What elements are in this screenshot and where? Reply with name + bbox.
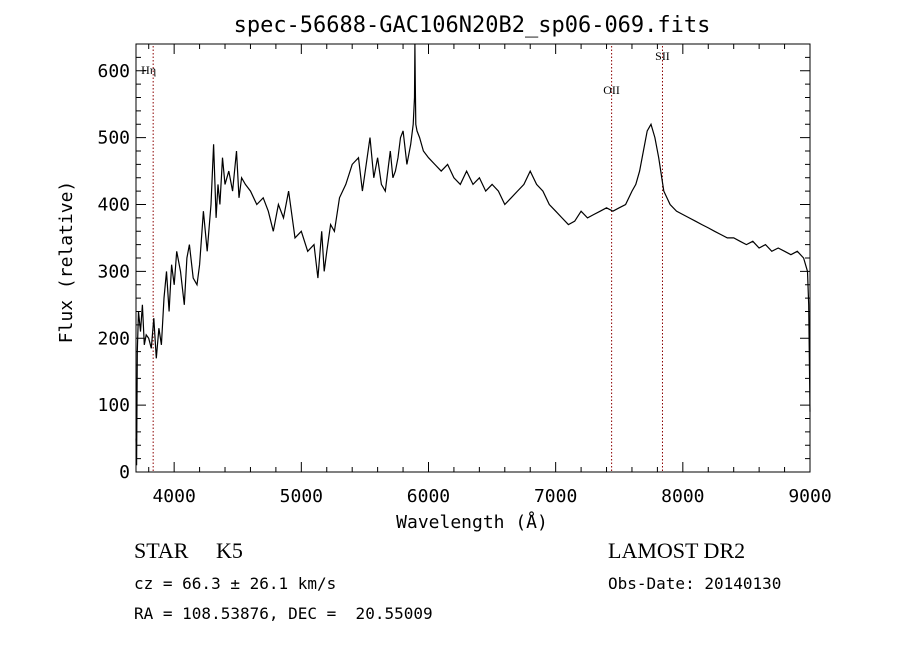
y-tick-label: 400 xyxy=(97,195,130,216)
survey-label: LAMOST DR2 xyxy=(608,538,746,563)
y-tick-label: 200 xyxy=(97,328,130,349)
y-tick-label: 600 xyxy=(97,61,130,82)
spectrum-chart: spec-56688-GAC106N20B2_sp06-069.fits Hη O… xyxy=(56,13,832,533)
x-tick-label: 6000 xyxy=(407,486,450,507)
redshift-label: cz = 66.3 ± 26.1 km/s xyxy=(134,574,337,593)
spectrum-line xyxy=(135,43,811,466)
y-tick-label: 100 xyxy=(97,395,130,416)
line-markers: Hη OII SII xyxy=(141,46,670,472)
x-tick-label: 8000 xyxy=(661,486,704,507)
obs-date-label: Obs-Date: 20140130 xyxy=(608,574,782,593)
x-axis-label: Wavelength (Å) xyxy=(396,511,548,533)
spectral-line-label: SII xyxy=(655,49,670,63)
coordinates-label: RA = 108.53876, DEC = 20.55009 xyxy=(134,604,433,623)
y-tick-label: 300 xyxy=(97,261,130,282)
plot-frame xyxy=(135,43,811,473)
axis-ticks xyxy=(136,44,811,473)
x-tick-label: 7000 xyxy=(534,486,577,507)
spectral-line-label: OII xyxy=(603,83,620,97)
y-axis-label: Flux (relative) xyxy=(56,181,77,344)
x-tick-label: 5000 xyxy=(280,486,323,507)
x-tick-label: 4000 xyxy=(152,486,195,507)
chart-title: spec-56688-GAC106N20B2_sp06-069.fits xyxy=(234,13,711,38)
classification-label: STAR K5 xyxy=(134,538,243,563)
tick-labels: 4000 5000 6000 7000 8000 9000 0 100 200 300 400 500… xyxy=(97,61,831,507)
x-tick-label: 9000 xyxy=(788,486,831,507)
y-tick-label: 0 xyxy=(119,462,130,483)
y-tick-label: 500 xyxy=(97,128,130,149)
spectral-line-label: Hη xyxy=(141,63,156,77)
